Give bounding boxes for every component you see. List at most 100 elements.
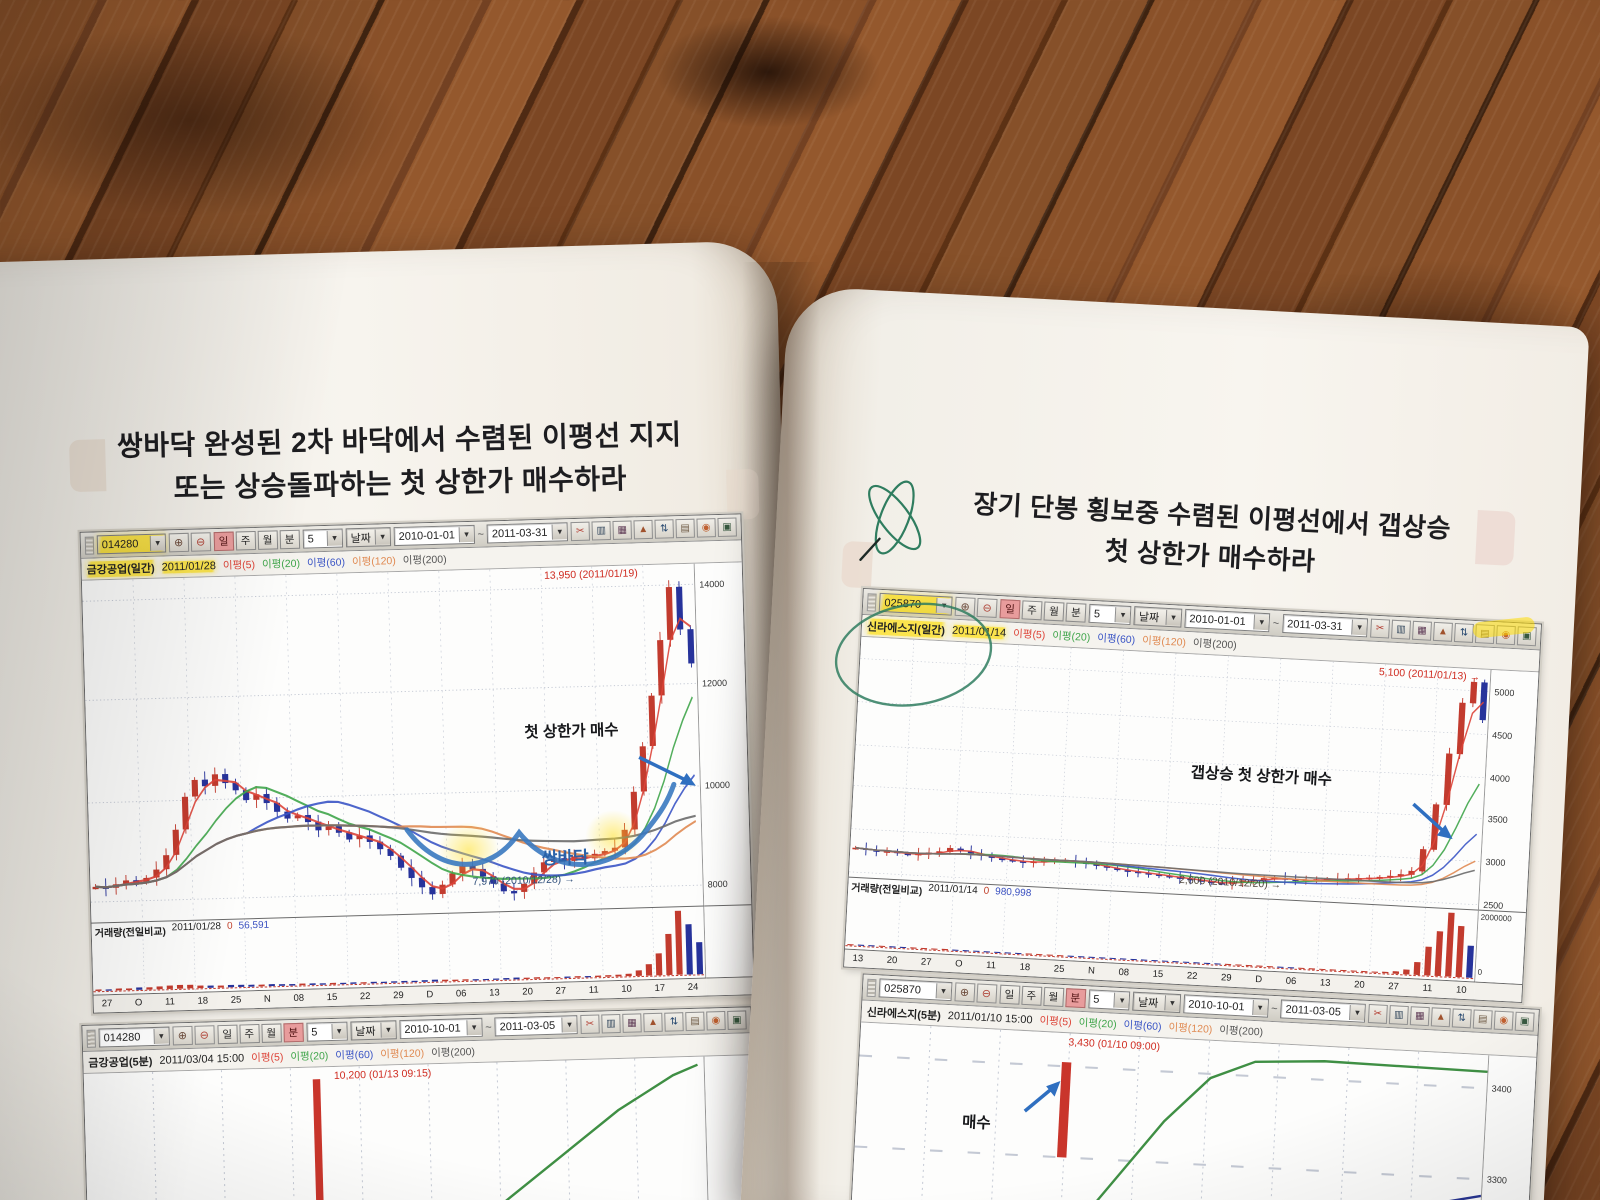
- interval-combo[interactable]: 5: [1087, 989, 1131, 1011]
- doc-icon[interactable]: ▤: [685, 1011, 705, 1032]
- zoom-out-icon[interactable]: ⊖: [975, 983, 997, 1004]
- candle-chart-icon[interactable]: ▦: [622, 1013, 642, 1033]
- period-month-button[interactable]: 월: [257, 530, 278, 550]
- period-minute-button[interactable]: 분: [283, 1022, 304, 1043]
- scissors-icon[interactable]: ✂: [580, 1014, 600, 1035]
- date-mode-combo[interactable]: 날짜: [1132, 991, 1181, 1014]
- ma5-label: 이평(5): [251, 1051, 284, 1065]
- compare-icon[interactable]: ⇅: [1451, 1008, 1472, 1029]
- bar-chart-icon[interactable]: ▥: [591, 521, 612, 541]
- period-day-button[interactable]: 일: [999, 599, 1021, 620]
- save-icon[interactable]: ▣: [717, 517, 737, 538]
- zoom-out-icon[interactable]: ⊖: [194, 1025, 215, 1045]
- date-from-combo[interactable]: 2010-10-01: [399, 1017, 483, 1040]
- compare-icon[interactable]: ⇅: [654, 519, 674, 539]
- period-day-button[interactable]: 일: [217, 1024, 238, 1045]
- period-day-button[interactable]: 일: [998, 984, 1020, 1005]
- date-to-combo[interactable]: 2011-03-05: [494, 1015, 578, 1037]
- palette-icon[interactable]: ◉: [1493, 1010, 1514, 1031]
- date-mode-combo[interactable]: 날짜: [345, 527, 391, 548]
- zoom-in-icon[interactable]: ⊕: [953, 982, 975, 1003]
- compare-icon[interactable]: ⇅: [1453, 622, 1474, 643]
- date-mode-combo[interactable]: 날짜: [349, 1020, 397, 1041]
- stock-code-combo[interactable]: 014280: [96, 533, 166, 555]
- bar-chart-icon[interactable]: ▥: [1388, 1005, 1409, 1026]
- date-from-combo[interactable]: 2010-10-01: [1182, 994, 1269, 1018]
- chevron-down-icon: [1253, 614, 1270, 631]
- stock-code-combo[interactable]: 025870: [878, 978, 952, 1002]
- scissors-icon[interactable]: ✂: [570, 521, 591, 542]
- palette-icon[interactable]: ◉: [706, 1011, 726, 1031]
- bar-chart-icon[interactable]: ▥: [601, 1013, 621, 1034]
- date-mode-label: 날짜: [1137, 996, 1159, 1010]
- window-handle-icon[interactable]: [84, 535, 94, 555]
- zoom-out-icon[interactable]: ⊖: [190, 532, 211, 552]
- period-minute-button[interactable]: 분: [279, 529, 300, 550]
- trend-icon[interactable]: ▲: [643, 1012, 663, 1033]
- candle-chart-icon[interactable]: ▦: [1409, 1006, 1430, 1027]
- axis-tick-label: 3300: [1486, 1174, 1508, 1186]
- save-icon[interactable]: ▣: [1514, 1011, 1535, 1032]
- period-minute-button[interactable]: 분: [1064, 988, 1086, 1009]
- period-month-button[interactable]: 월: [1042, 986, 1064, 1007]
- price-plot: 5,100 (2011/01/13) → 갭상승 첫 상한가 매수 2,600 …: [848, 636, 1492, 910]
- period-month-button[interactable]: 월: [1043, 601, 1065, 622]
- period-week-button[interactable]: 주: [1021, 600, 1043, 621]
- period-day-button[interactable]: 일: [213, 531, 234, 552]
- chevron-down-icon: [1114, 607, 1131, 623]
- x-tick-label: 13: [1319, 977, 1331, 989]
- zoom-in-icon[interactable]: ⊕: [172, 1025, 193, 1046]
- save-icon[interactable]: ▣: [1516, 626, 1537, 647]
- bar-chart-icon[interactable]: ▥: [1391, 619, 1412, 640]
- date-mode-combo[interactable]: 날짜: [1133, 606, 1182, 628]
- date-mode-label: 날짜: [1138, 610, 1160, 624]
- zoom-in-icon[interactable]: ⊕: [168, 532, 189, 553]
- stock-name: 금강공업(일간): [86, 559, 155, 578]
- date-to-combo[interactable]: 2011-03-31: [1281, 613, 1369, 638]
- window-handle-icon[interactable]: [866, 978, 877, 997]
- candle-chart-icon[interactable]: ▦: [612, 520, 633, 540]
- date-to-combo[interactable]: 2011-03-05: [1280, 999, 1366, 1023]
- save-icon[interactable]: ▣: [727, 1010, 747, 1030]
- doc-icon[interactable]: ▤: [1472, 1009, 1493, 1030]
- date-from-combo[interactable]: 2010-01-01: [393, 524, 475, 547]
- scissors-icon[interactable]: ✂: [1370, 618, 1391, 639]
- doc-icon[interactable]: ▤: [1474, 624, 1495, 645]
- date-to-combo[interactable]: 2011-03-31: [486, 522, 569, 544]
- chevron-down-icon: [331, 1023, 347, 1040]
- candle-chart-icon[interactable]: ▦: [1412, 620, 1432, 641]
- doc-icon[interactable]: ▤: [675, 518, 695, 539]
- compare-icon[interactable]: ⇅: [664, 1012, 684, 1032]
- ma60-label: 이평(60): [1123, 1019, 1162, 1034]
- window-handle-icon[interactable]: [86, 1029, 96, 1048]
- chevron-down-icon: [153, 1028, 169, 1044]
- x-tick-label: 11: [1422, 982, 1433, 995]
- palette-icon[interactable]: ◉: [696, 518, 716, 538]
- interval-combo[interactable]: 5: [302, 528, 343, 549]
- zoom-in-icon[interactable]: ⊕: [954, 596, 976, 617]
- interval-value: 5: [1093, 607, 1101, 620]
- scissors-icon[interactable]: ✂: [1367, 1003, 1388, 1024]
- zoom-out-icon[interactable]: ⊖: [976, 597, 998, 618]
- toolbar-icon-strip: ✂ ▥ ▦ ▲ ⇅ ▤ ◉ ▣: [570, 517, 737, 542]
- interval-combo[interactable]: 5: [306, 1021, 348, 1042]
- period-week-button[interactable]: 주: [239, 1024, 260, 1044]
- period-week-button[interactable]: 주: [235, 530, 256, 551]
- window-handle-icon[interactable]: [866, 592, 877, 612]
- date-from-combo[interactable]: 2010-01-01: [1183, 608, 1271, 633]
- ma20-label: 이평(20): [1051, 629, 1091, 644]
- trend-icon[interactable]: ▲: [633, 519, 653, 540]
- ma200-label: 이평(200): [1192, 637, 1238, 652]
- period-minute-button[interactable]: 분: [1065, 602, 1087, 623]
- palette-icon[interactable]: ◉: [1495, 625, 1516, 646]
- volume-axis: 2000000 0: [1475, 909, 1526, 984]
- stock-code-combo[interactable]: 025870: [878, 592, 953, 616]
- stock-code-combo[interactable]: 014280: [98, 1026, 170, 1048]
- period-week-button[interactable]: 주: [1020, 985, 1042, 1006]
- ma5-label: 이평(5): [1039, 1014, 1072, 1029]
- trend-icon[interactable]: ▲: [1430, 1007, 1451, 1028]
- period-month-button[interactable]: 월: [261, 1023, 282, 1043]
- trend-icon[interactable]: ▲: [1432, 621, 1453, 642]
- interval-combo[interactable]: 5: [1088, 603, 1132, 626]
